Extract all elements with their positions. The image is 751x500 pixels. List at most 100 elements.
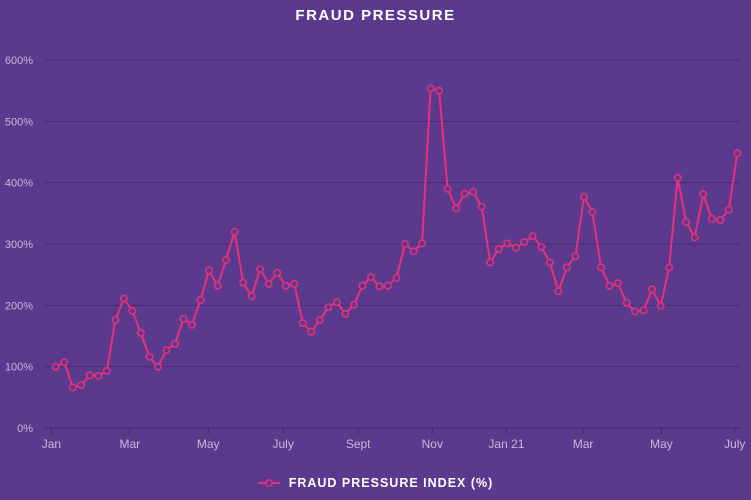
data-point-marker[interactable] bbox=[682, 217, 691, 226]
data-point-marker[interactable] bbox=[162, 346, 171, 355]
series-marker-icon bbox=[257, 478, 280, 488]
data-point-marker[interactable] bbox=[699, 190, 708, 199]
data-point-marker[interactable] bbox=[392, 273, 401, 282]
data-point-marker[interactable] bbox=[614, 279, 622, 288]
fraud-pressure-line-chart: 600% 500% 400% 300% 200% 100% 0% Jan Mar May July S… bbox=[5, 55, 746, 451]
data-point-marker[interactable] bbox=[324, 303, 333, 312]
x-axis-tick-label: Mar bbox=[573, 437, 594, 451]
data-point-marker[interactable] bbox=[102, 367, 111, 375]
data-point-marker[interactable] bbox=[511, 243, 520, 252]
data-point-marker[interactable] bbox=[579, 192, 588, 201]
data-point-marker[interactable] bbox=[68, 383, 77, 392]
data-point-marker[interactable] bbox=[213, 281, 222, 290]
x-axis-tick-label: July bbox=[273, 437, 294, 451]
data-point-marker[interactable] bbox=[486, 258, 495, 267]
data-point-marker[interactable] bbox=[349, 300, 358, 309]
y-axis-tick-label: 400% bbox=[5, 178, 33, 190]
data-point-marker[interactable] bbox=[648, 285, 657, 294]
data-point-marker[interactable] bbox=[188, 321, 196, 329]
data-point-marker[interactable] bbox=[733, 149, 742, 158]
data-point-marker[interactable] bbox=[588, 208, 597, 217]
data-point-marker[interactable] bbox=[94, 371, 103, 380]
x-axis-tick-label: Jan bbox=[42, 437, 61, 451]
data-point-marker[interactable] bbox=[707, 214, 716, 223]
data-point-marker[interactable] bbox=[366, 273, 375, 282]
data-point-marker[interactable] bbox=[477, 202, 486, 211]
data-point-marker[interactable] bbox=[537, 243, 546, 252]
data-point-marker[interactable] bbox=[111, 316, 120, 325]
data-point-marker[interactable] bbox=[494, 244, 503, 253]
data-point-marker[interactable] bbox=[171, 340, 179, 348]
data-point-marker[interactable] bbox=[341, 309, 350, 318]
data-point-marker[interactable] bbox=[665, 263, 674, 272]
data-point-marker[interactable] bbox=[77, 381, 86, 390]
x-axis-tick-label: Jan 21 bbox=[488, 437, 524, 451]
data-point-marker[interactable] bbox=[639, 306, 648, 315]
legend-item-fraud-pressure-index[interactable]: FRAUD PRESSURE INDEX (%) bbox=[0, 476, 751, 490]
chart-canvas: 600% 500% 400% 300% 200% 100% 0% Jan Mar May July S… bbox=[5, 55, 746, 451]
data-point-marker[interactable] bbox=[384, 281, 392, 290]
data-point-marker[interactable] bbox=[401, 240, 409, 248]
data-point-marker[interactable] bbox=[205, 266, 214, 275]
data-point-marker[interactable] bbox=[222, 256, 231, 264]
y-axis-tick-label: 500% bbox=[5, 116, 33, 128]
x-axis-tick-label: July bbox=[724, 437, 745, 451]
data-point-marker[interactable] bbox=[597, 263, 605, 272]
data-point-marker[interactable] bbox=[298, 319, 307, 328]
data-point-marker[interactable] bbox=[690, 233, 699, 242]
data-point-marker[interactable] bbox=[153, 362, 162, 371]
data-point-marker[interactable] bbox=[528, 232, 537, 240]
data-point-marker[interactable] bbox=[256, 265, 265, 274]
data-point-marker[interactable] bbox=[724, 205, 733, 214]
data-point-marker[interactable] bbox=[196, 295, 205, 304]
data-point-marker[interactable] bbox=[239, 278, 248, 287]
data-point-marker[interactable] bbox=[656, 302, 665, 310]
data-point-marker[interactable] bbox=[247, 292, 256, 301]
data-point-marker[interactable] bbox=[503, 239, 512, 248]
data-point-marker[interactable] bbox=[622, 298, 631, 307]
data-point-marker[interactable] bbox=[418, 239, 427, 248]
x-axis-tick-label: May bbox=[650, 437, 673, 451]
data-point-marker[interactable] bbox=[435, 86, 444, 95]
data-point-marker[interactable] bbox=[605, 281, 614, 290]
data-point-marker[interactable] bbox=[716, 216, 725, 225]
data-point-marker[interactable] bbox=[443, 184, 452, 193]
data-point-marker[interactable] bbox=[571, 252, 580, 261]
data-point-marker[interactable] bbox=[409, 247, 418, 256]
data-point-marker[interactable] bbox=[85, 371, 94, 380]
data-point-marker[interactable] bbox=[51, 362, 60, 371]
y-axis-tick-label: 0% bbox=[17, 423, 33, 435]
data-point-marker[interactable] bbox=[179, 314, 188, 323]
data-point-marker[interactable] bbox=[273, 268, 282, 277]
data-point-marker[interactable] bbox=[145, 352, 154, 361]
data-point-marker[interactable] bbox=[554, 287, 563, 296]
data-point-marker[interactable] bbox=[264, 279, 273, 288]
data-point-marker[interactable] bbox=[631, 307, 640, 316]
data-point-marker[interactable] bbox=[426, 84, 435, 93]
x-axis-tick-label: Mar bbox=[119, 437, 140, 451]
data-point-marker[interactable] bbox=[358, 281, 367, 290]
data-point-marker[interactable] bbox=[60, 358, 69, 367]
y-axis-tick-label: 300% bbox=[5, 239, 33, 251]
legend-label: FRAUD PRESSURE INDEX (%) bbox=[288, 476, 494, 490]
data-point-marker[interactable] bbox=[119, 294, 128, 303]
data-point-marker[interactable] bbox=[290, 279, 299, 288]
data-point-marker[interactable] bbox=[673, 173, 682, 182]
data-point-marker[interactable] bbox=[562, 263, 571, 272]
x-axis-tick-label: May bbox=[197, 437, 220, 451]
x-axis-tick-label: Sept bbox=[346, 437, 371, 451]
data-point-marker[interactable] bbox=[545, 258, 554, 267]
data-point-marker[interactable] bbox=[315, 316, 324, 325]
y-axis-tick-label: 100% bbox=[5, 362, 33, 374]
data-point-marker[interactable] bbox=[460, 189, 469, 198]
data-point-marker[interactable] bbox=[307, 327, 316, 336]
data-point-marker[interactable] bbox=[136, 328, 145, 337]
data-point-marker[interactable] bbox=[332, 298, 341, 307]
data-point-marker[interactable] bbox=[230, 227, 239, 236]
data-point-marker[interactable] bbox=[452, 204, 461, 213]
data-point-marker[interactable] bbox=[128, 306, 137, 315]
data-point-marker[interactable] bbox=[469, 187, 478, 196]
data-point-marker[interactable] bbox=[281, 281, 290, 290]
data-point-marker[interactable] bbox=[520, 238, 529, 247]
data-point-marker[interactable] bbox=[375, 282, 384, 291]
